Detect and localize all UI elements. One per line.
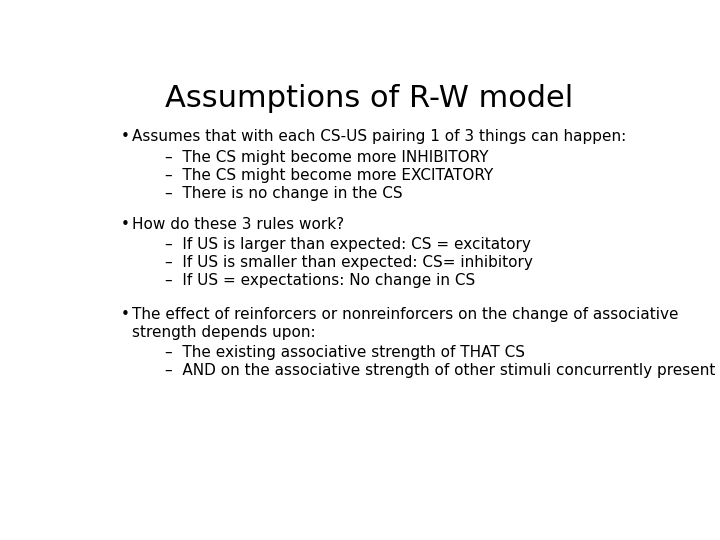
Text: •: • [121, 217, 130, 232]
Text: –  If US is larger than expected: CS = excitatory: – If US is larger than expected: CS = ex… [166, 238, 531, 252]
Text: The effect of reinforcers or nonreinforcers on the change of associative: The effect of reinforcers or nonreinforc… [132, 307, 678, 322]
Text: Assumptions of R-W model: Assumptions of R-W model [165, 84, 573, 112]
Text: –  If US is smaller than expected: CS= inhibitory: – If US is smaller than expected: CS= in… [166, 255, 534, 270]
Text: –  If US = expectations: No change in CS: – If US = expectations: No change in CS [166, 273, 476, 288]
Text: Assumes that with each CS-US pairing 1 of 3 things can happen:: Assumes that with each CS-US pairing 1 o… [132, 129, 626, 144]
Text: –  The CS might become more INHIBITORY: – The CS might become more INHIBITORY [166, 150, 489, 165]
Text: How do these 3 rules work?: How do these 3 rules work? [132, 217, 344, 232]
Text: –  AND on the associative strength of other stimuli concurrently present: – AND on the associative strength of oth… [166, 363, 716, 379]
Text: strength depends upon:: strength depends upon: [132, 325, 315, 340]
Text: •: • [121, 307, 130, 322]
Text: –  There is no change in the CS: – There is no change in the CS [166, 186, 403, 201]
Text: –  The existing associative strength of THAT CS: – The existing associative strength of T… [166, 346, 526, 361]
Text: •: • [121, 129, 130, 144]
Text: –  The CS might become more EXCITATORY: – The CS might become more EXCITATORY [166, 168, 494, 183]
